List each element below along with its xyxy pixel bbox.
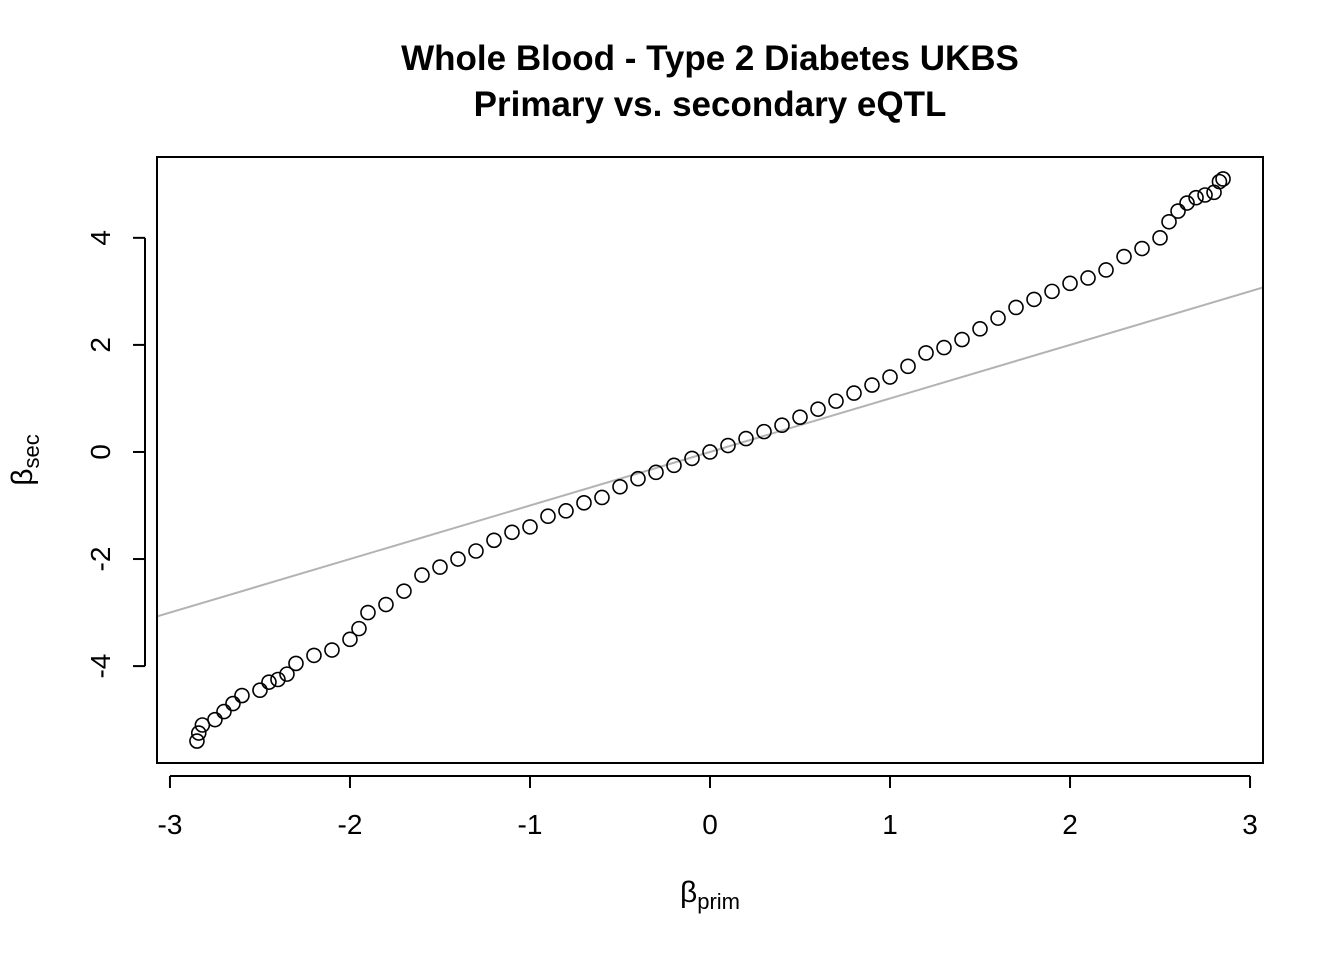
y-axis-label: βsec	[6, 434, 44, 486]
point	[630, 470, 646, 487]
point	[540, 508, 556, 525]
y-label-sub: sec	[19, 434, 44, 468]
point	[324, 642, 340, 658]
y-tick-label: 4	[85, 230, 116, 246]
point	[918, 345, 934, 361]
point	[1211, 173, 1228, 190]
y-tick-label: -2	[85, 547, 116, 572]
y-label-base: β	[6, 468, 39, 485]
point	[270, 671, 286, 688]
point	[612, 478, 628, 495]
point	[792, 409, 808, 425]
x-tick-label: 1	[882, 809, 898, 840]
point	[1161, 213, 1177, 230]
point	[279, 666, 295, 682]
x-axis-label: βprim	[680, 876, 740, 914]
point	[810, 401, 826, 417]
point	[594, 489, 610, 506]
point	[1170, 203, 1186, 219]
point	[252, 682, 268, 698]
x-label-base: β	[680, 876, 697, 909]
y-tick-label: 0	[85, 444, 116, 460]
point	[225, 695, 241, 712]
point	[522, 519, 538, 535]
point	[684, 450, 700, 467]
point	[378, 596, 394, 613]
point	[990, 310, 1006, 326]
point	[1080, 270, 1096, 286]
point	[936, 339, 952, 356]
point	[468, 543, 484, 559]
x-tick-label: 0	[702, 809, 718, 840]
point	[351, 620, 367, 637]
point	[261, 674, 277, 690]
point	[190, 725, 207, 741]
point	[1197, 187, 1213, 203]
point	[306, 647, 322, 664]
point	[234, 687, 250, 704]
point	[864, 377, 880, 393]
point	[882, 369, 898, 385]
point	[1188, 189, 1204, 206]
x-tick-label: -2	[338, 809, 363, 840]
point	[720, 437, 736, 454]
plot-area	[157, 171, 1263, 749]
point	[1215, 171, 1231, 187]
point	[414, 567, 430, 583]
point	[216, 703, 232, 720]
point	[1134, 240, 1150, 257]
reference-line	[157, 286, 1263, 618]
point	[702, 444, 718, 460]
point	[360, 604, 376, 621]
point	[288, 655, 304, 672]
point	[576, 495, 592, 511]
point	[756, 423, 772, 440]
point	[846, 385, 862, 401]
point	[1098, 262, 1114, 278]
point	[1152, 230, 1168, 246]
point	[1116, 248, 1132, 265]
chart-subtitle: Primary vs. secondary eQTL	[474, 85, 947, 124]
point	[972, 321, 988, 337]
chart-title: Whole Blood - Type 2 Diabetes UKBS	[401, 39, 1019, 78]
plot-frame	[156, 156, 1264, 764]
point	[1008, 299, 1024, 316]
y-tick-label: -4	[85, 654, 116, 679]
point	[1179, 195, 1195, 211]
point	[207, 711, 223, 728]
x-tick-label: 2	[1062, 809, 1078, 840]
point	[666, 457, 682, 474]
point	[774, 417, 790, 434]
x-tick-label: -1	[518, 809, 543, 840]
point	[486, 532, 502, 549]
point	[396, 583, 412, 599]
x-tick-label: -3	[158, 809, 183, 840]
x-tick-label: 3	[1242, 809, 1258, 840]
point	[1044, 283, 1060, 300]
point	[954, 331, 970, 348]
y-tick-label: 2	[85, 337, 116, 353]
point	[1062, 275, 1078, 292]
point	[504, 524, 520, 541]
point	[1026, 291, 1042, 308]
point	[450, 551, 466, 567]
point	[432, 559, 448, 575]
point	[648, 464, 664, 481]
point	[342, 631, 358, 648]
point	[900, 358, 916, 375]
point	[189, 733, 205, 749]
point	[558, 503, 574, 519]
point	[828, 393, 844, 409]
point	[738, 430, 754, 447]
x-label-sub: prim	[697, 889, 740, 914]
